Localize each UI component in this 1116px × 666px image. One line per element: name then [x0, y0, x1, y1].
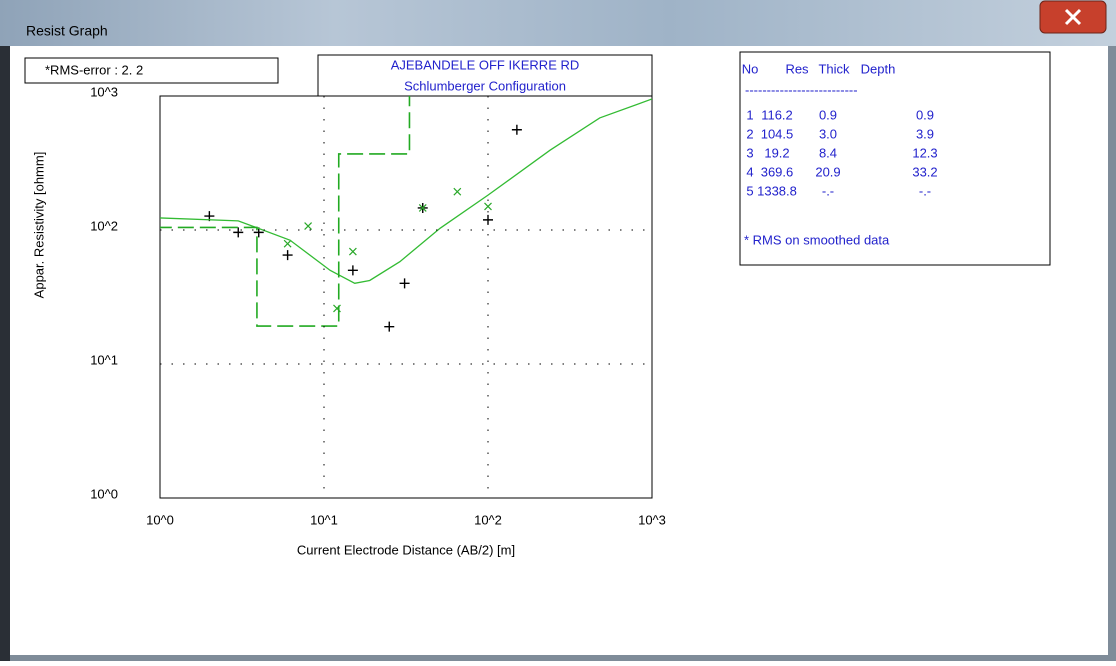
- table-cell: 0.9: [819, 107, 837, 122]
- smoothed-point: [304, 222, 313, 230]
- table-cell: -.-: [822, 183, 834, 198]
- table-cell: 104.5: [761, 126, 794, 141]
- chart-title: AJEBANDELE OFF IKERRE RD: [391, 57, 580, 72]
- table-cell: 20.9: [815, 164, 840, 179]
- y-tick-label: 10^3: [90, 84, 118, 99]
- chart-subtitle: Schlumberger Configuration: [404, 78, 566, 93]
- table-cell: 5: [746, 183, 753, 198]
- table-cell: 19.2: [764, 145, 789, 160]
- table-rule: --------------------------: [745, 82, 858, 97]
- table-cell: 1338.8: [757, 183, 797, 198]
- table-note: * RMS on smoothed data: [744, 232, 890, 247]
- plot-area: [160, 96, 652, 332]
- smoothed-point: [453, 187, 462, 196]
- close-button[interactable]: [1039, 0, 1107, 34]
- table-cell: 3.9: [916, 126, 934, 141]
- title-box: [317, 54, 653, 97]
- table-cell: 0.9: [916, 107, 934, 122]
- smoothed-point: [418, 204, 427, 212]
- y-tick-label: 10^2: [90, 218, 118, 233]
- table-cell: 8.4: [819, 145, 837, 160]
- x-tick-label: 10^1: [310, 512, 338, 527]
- plot-frame: [159, 95, 653, 499]
- table-cell: 369.6: [761, 164, 794, 179]
- data-point: [511, 124, 522, 135]
- layer-table: [739, 51, 1051, 266]
- table-header: Res: [785, 61, 809, 76]
- table-cell: 1: [746, 107, 753, 122]
- layer-model: [160, 96, 411, 327]
- table-cell: 4: [746, 164, 753, 179]
- left-border: [0, 46, 10, 661]
- table-cell: 116.2: [761, 107, 793, 122]
- window-title: Resist Graph: [26, 23, 108, 39]
- model-curve: [160, 98, 652, 285]
- table-cell: -.-: [919, 183, 931, 198]
- table-cell: 33.2: [912, 164, 937, 179]
- title-bar: [0, 0, 1116, 46]
- y-tick-label: 10^0: [90, 486, 118, 501]
- smoothed-point: [348, 247, 357, 256]
- table-cell: 2: [746, 126, 753, 141]
- data-point: [347, 265, 358, 276]
- x-axis-label: Current Electrode Distance (AB/2) [m]: [297, 542, 515, 557]
- table-cell: 3: [746, 145, 753, 160]
- y-axis-label: Appar. Resistivity [ohmm]: [31, 152, 46, 299]
- x-tick-label: 10^3: [638, 512, 666, 527]
- data-point: [282, 250, 293, 261]
- smoothed-point: [484, 202, 492, 211]
- smoothed-point: [283, 239, 292, 248]
- x-tick-label: 10^2: [474, 512, 502, 527]
- rms-box: [24, 57, 279, 84]
- table-cell: 3.0: [819, 126, 837, 141]
- data-point: [399, 278, 410, 289]
- table-header: Thick: [818, 61, 850, 76]
- table-header: No: [742, 61, 759, 76]
- data-point: [384, 321, 395, 332]
- rms-label: *RMS-error : 2. 2: [45, 62, 143, 77]
- y-tick-label: 10^1: [90, 352, 118, 367]
- x-tick-label: 10^0: [146, 512, 174, 527]
- table-cell: 12.3: [912, 145, 937, 160]
- data-point: [233, 227, 244, 238]
- table-header: Depth: [861, 61, 896, 76]
